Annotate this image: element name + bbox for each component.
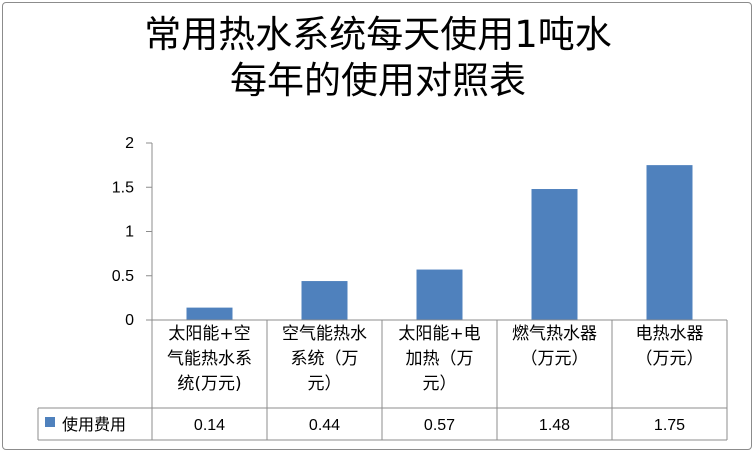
chart-frame <box>2 2 752 450</box>
data-table-value: 1.48 <box>539 417 570 434</box>
data-table-value: 0.14 <box>194 417 225 434</box>
x-category-label: 统(万元) <box>177 374 241 394</box>
y-tick-label: 1.5 <box>112 179 134 196</box>
data-table-value: 1.75 <box>654 417 685 434</box>
chart-title: 常用热水系统每天使用1吨水 每年的使用对照表 <box>0 12 756 104</box>
legend-swatch <box>45 417 55 427</box>
x-category-label: 气能热水系 <box>167 349 252 369</box>
bar <box>186 307 233 320</box>
chart-title-line: 每年的使用对照表 <box>230 59 526 102</box>
bar <box>416 269 463 320</box>
data-table-value: 0.44 <box>309 417 340 434</box>
bar <box>531 189 578 320</box>
x-category-label: （万元） <box>521 349 589 369</box>
x-category-label: 太阳能+电 <box>398 324 480 344</box>
data-table-value: 0.57 <box>424 417 455 434</box>
legend-label: 使用费用 <box>62 415 126 434</box>
chart-title-line: 常用热水系统每天使用1吨水 <box>144 13 612 56</box>
x-category-label: 系统（万 <box>291 349 359 369</box>
x-category-label: 电热水器 <box>636 324 704 344</box>
x-category-label: 元） <box>423 374 457 394</box>
x-category-label: 燃气热水器 <box>512 324 597 344</box>
y-tick-label: 0 <box>125 312 134 329</box>
bar <box>301 281 348 320</box>
x-category-label: 空气能热水 <box>282 324 367 344</box>
x-category-label: 元） <box>308 374 342 394</box>
x-category-label: （万元） <box>636 349 704 369</box>
y-tick-label: 0.5 <box>112 268 134 285</box>
y-tick-label: 1 <box>125 224 134 241</box>
y-tick-label: 2 <box>125 135 134 152</box>
x-category-label: 加热（万 <box>406 349 474 369</box>
x-category-label: 太阳能+空 <box>168 324 250 344</box>
bar <box>646 165 693 320</box>
